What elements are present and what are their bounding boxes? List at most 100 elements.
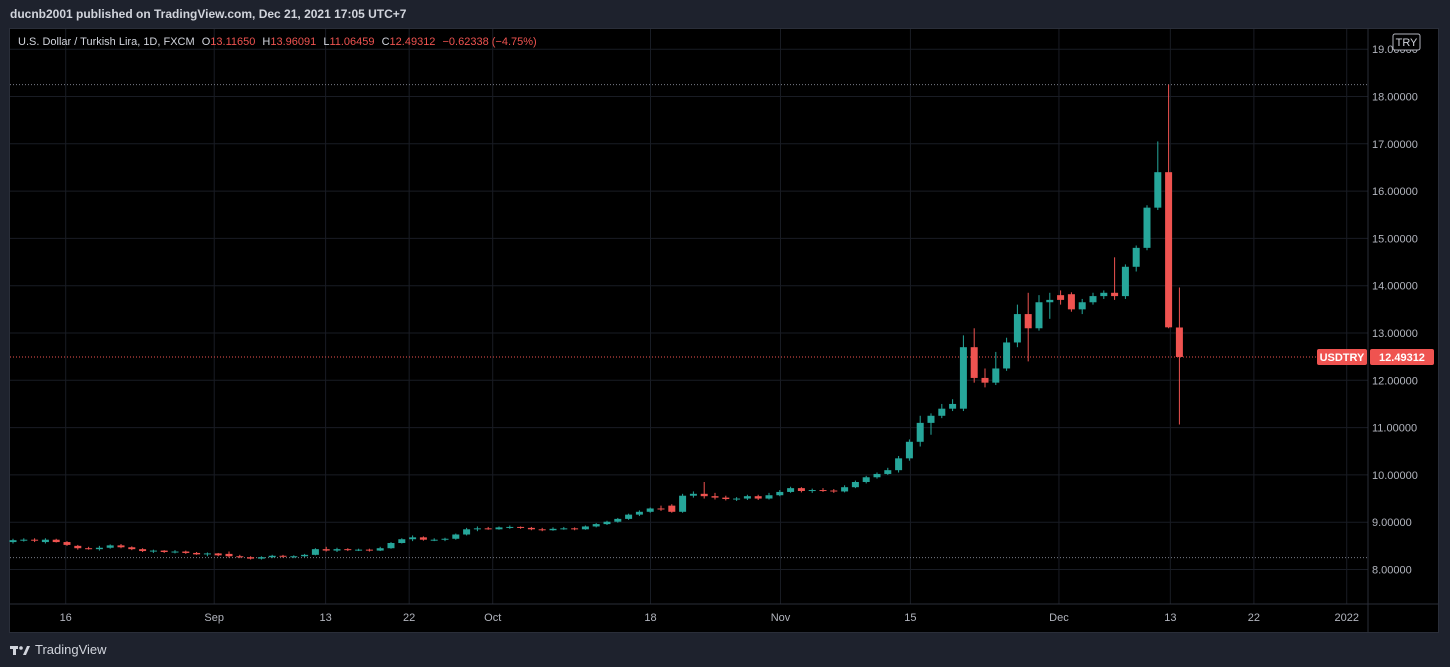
candle[interactable] [1089,292,1097,305]
candle[interactable] [139,548,147,552]
candle[interactable] [301,553,309,558]
candle[interactable] [754,494,762,500]
candle[interactable] [430,538,438,542]
candle[interactable] [884,467,892,475]
candle[interactable] [625,513,633,520]
candle[interactable] [85,546,93,550]
candle[interactable] [787,486,795,493]
candle[interactable] [1100,290,1108,299]
candle[interactable] [819,488,827,492]
candle[interactable] [20,538,28,542]
candle[interactable] [128,546,136,551]
candle[interactable] [182,550,190,554]
candle[interactable] [1013,304,1021,348]
candle[interactable] [700,481,708,499]
candle[interactable] [517,526,525,529]
candle[interactable] [149,549,157,553]
candle[interactable] [41,538,49,544]
candle[interactable] [452,533,460,540]
candle[interactable] [862,475,870,484]
candle[interactable] [193,551,201,555]
candle[interactable] [247,556,255,560]
candle[interactable] [635,510,643,517]
candle[interactable] [797,487,805,493]
candle[interactable] [959,335,967,412]
candle[interactable] [743,494,751,500]
candle[interactable] [1046,292,1054,319]
candle[interactable] [268,554,276,559]
candle[interactable] [419,536,427,541]
candle[interactable] [949,399,957,412]
candle[interactable] [592,523,600,528]
candle[interactable] [841,485,849,493]
candle[interactable] [1132,245,1140,272]
candle[interactable] [689,491,697,498]
candle[interactable] [938,403,946,419]
candle[interactable] [927,413,935,435]
candle[interactable] [581,525,589,530]
candle[interactable] [355,548,363,552]
candle[interactable] [657,505,665,511]
candle[interactable] [203,552,211,557]
candle[interactable] [614,517,622,523]
candle[interactable] [527,526,535,531]
candle[interactable] [1111,257,1119,300]
candle[interactable] [851,480,859,489]
candle[interactable] [473,526,481,532]
candle[interactable] [895,455,903,473]
candle[interactable] [679,493,687,513]
candle[interactable] [409,535,417,542]
candle[interactable] [549,527,557,531]
candle[interactable] [225,551,233,558]
currency-badge[interactable]: TRY [1392,33,1421,51]
tradingview-logo[interactable]: TradingView [10,642,107,657]
candle[interactable] [63,541,71,546]
candle[interactable] [74,544,82,550]
candle[interactable] [117,543,125,549]
candle[interactable] [95,545,103,551]
candle[interactable] [765,492,773,500]
candle[interactable] [905,439,913,461]
candle[interactable] [1165,84,1173,329]
candle[interactable] [776,490,784,497]
candle[interactable] [992,351,1000,386]
candle[interactable] [981,368,989,388]
candle[interactable] [365,548,373,552]
candle[interactable] [603,520,611,526]
candle[interactable] [1024,292,1032,362]
candle[interactable] [333,547,341,552]
candle[interactable] [733,497,741,501]
candle[interactable] [279,554,287,558]
candle[interactable] [571,527,579,531]
candle[interactable] [257,556,265,560]
candle[interactable] [1057,290,1065,305]
candle[interactable] [722,495,730,501]
candle[interactable] [668,504,676,513]
candle[interactable] [1121,264,1129,299]
candle[interactable] [214,552,222,557]
candle[interactable] [646,507,654,513]
candle[interactable] [1175,287,1183,425]
candle[interactable] [463,527,471,536]
candle[interactable] [484,526,492,530]
candle[interactable] [1143,205,1151,251]
candle[interactable] [495,526,503,530]
candle[interactable] [873,472,881,479]
candle[interactable] [916,415,924,447]
candle[interactable] [560,526,568,530]
candle[interactable] [506,525,514,529]
candle[interactable] [52,538,60,543]
candle[interactable] [106,544,114,549]
candle[interactable] [171,550,179,554]
candle[interactable] [398,538,406,544]
candle[interactable] [290,555,298,559]
candle[interactable] [711,492,719,500]
candle[interactable] [322,546,330,552]
candle[interactable] [830,489,838,493]
candle[interactable] [970,328,978,383]
candle[interactable] [1003,337,1011,371]
candle[interactable] [1078,298,1086,315]
candle[interactable] [376,546,384,552]
candle[interactable] [160,550,168,553]
